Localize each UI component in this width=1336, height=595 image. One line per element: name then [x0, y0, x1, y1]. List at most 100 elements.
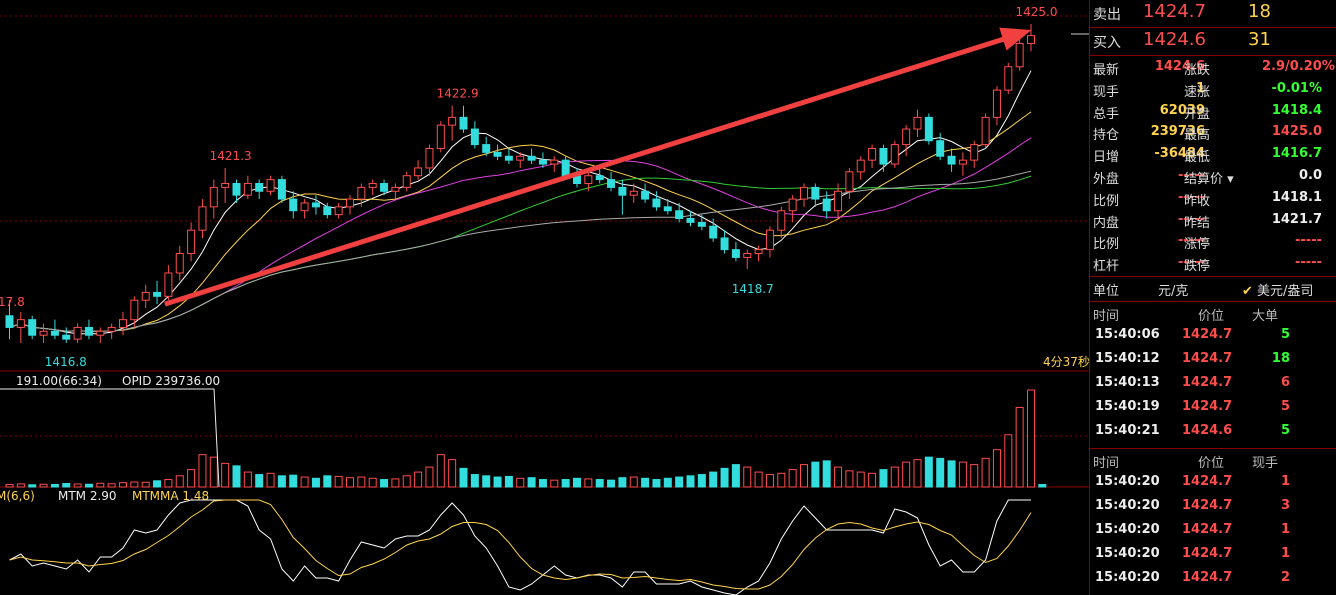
volume-bar [652, 479, 661, 488]
volume-bar [221, 462, 230, 488]
candle-body [1027, 35, 1035, 44]
quote-label: 结算价 ▾ [1184, 172, 1234, 187]
trade-qty: 1 [1280, 474, 1290, 489]
volume-bar [448, 459, 457, 488]
trade-row[interactable]: 15:40:20 1424.7 2 [1090, 567, 1336, 591]
volume-bar [391, 478, 400, 488]
quote-value: -0.01% [1271, 80, 1323, 96]
candle-body [743, 253, 752, 258]
quote-value: ----- [1178, 255, 1205, 271]
trade-price: 1424.7 [1182, 399, 1233, 414]
volume-bar [1038, 484, 1047, 488]
candle-body [141, 291, 150, 301]
volume-bar [720, 467, 729, 488]
quote-value: 1424.6 [1154, 59, 1205, 74]
volume-bar [62, 483, 71, 488]
candle-body [811, 186, 820, 200]
candle-body [538, 159, 547, 165]
trade-row[interactable]: 15:40:12 1424.7 18 [1090, 348, 1336, 372]
candle-body [992, 89, 1001, 118]
divider [1090, 448, 1336, 449]
price-annotation: 1418.7 [732, 282, 774, 296]
candle-body [595, 175, 604, 181]
candle-body [414, 167, 423, 177]
mtmma-line [9, 499, 1032, 590]
trade-time: 15:40:20 [1095, 546, 1160, 561]
volume-bar [141, 481, 150, 488]
divider [1090, 55, 1336, 56]
quote-label: 比例 [1093, 237, 1120, 253]
volume-bar [289, 474, 298, 488]
candle-body [448, 116, 457, 126]
volume-bars [0, 388, 1047, 488]
quote-label: 现手 [1093, 84, 1120, 100]
volume-bar [425, 466, 434, 488]
candle-body [323, 206, 332, 216]
quote-value: 1 [1195, 80, 1205, 96]
candle-body [209, 186, 218, 208]
candle-body [822, 198, 831, 212]
volume-bar [936, 457, 945, 488]
volume-bar [641, 477, 650, 488]
volume-bar [913, 459, 922, 488]
quote-label: 最高 [1184, 128, 1211, 144]
trade-row[interactable]: 15:40:06 1424.7 5 [1090, 324, 1336, 348]
ask-row[interactable]: 卖出 1424.7 18 [1090, 0, 1336, 27]
mtm-value-label: MTM 2.90 [58, 489, 117, 503]
divider [1090, 276, 1336, 277]
volume-bar [845, 470, 854, 488]
trade-row[interactable]: 15:40:20 1424.7 1 [1090, 543, 1336, 567]
trade-row[interactable]: 15:40:19 1424.7 5 [1090, 396, 1336, 420]
candle-body [107, 326, 116, 332]
volume-bar [300, 476, 309, 488]
trade-time: 15:40:20 [1095, 498, 1160, 513]
candle-body [652, 198, 661, 208]
quote-label: 总手 [1093, 106, 1120, 122]
quote-value: 0.0 [1298, 168, 1322, 183]
candle-body [629, 190, 638, 196]
trade-row[interactable]: 15:40:20 1424.7 1 [1090, 471, 1336, 495]
candle-body [947, 155, 956, 165]
volume-bar [119, 482, 127, 488]
currency-toggle[interactable]: ✔ 美元/盎司 [1242, 280, 1313, 299]
quote-label: 内盘 [1093, 215, 1120, 231]
bid-label: 买入 [1093, 35, 1121, 51]
trade-row[interactable]: 15:40:13 1424.7 6 [1090, 372, 1336, 396]
volume-bar [561, 479, 570, 488]
candle-body [1004, 66, 1013, 91]
candle-body [334, 206, 343, 216]
volume-bar [164, 479, 173, 488]
trade-price: 1424.6 [1182, 423, 1233, 438]
volume-bar [334, 475, 343, 488]
candle-body [50, 330, 59, 336]
trade-row[interactable]: 15:40:21 1424.6 5 [1090, 420, 1336, 444]
volume-bar [16, 483, 25, 488]
trade-qty: 5 [1280, 423, 1290, 438]
quote-value: 1425.0 [1271, 124, 1322, 140]
candle-body [527, 155, 536, 161]
chevron-down-icon[interactable]: ▾ [1223, 172, 1234, 187]
volume-bar [890, 466, 899, 488]
volume-bar [743, 466, 752, 488]
bid-price: 1424.6 [1143, 29, 1206, 50]
kline-chart[interactable]: 1416.8 1421.3 1422.9 1418.7 1425.0 17.8 191.0… [0, 0, 1089, 595]
candle-body [856, 159, 865, 173]
volume-bar [493, 476, 502, 488]
candle-body [504, 155, 513, 161]
mtm-line [9, 499, 1031, 595]
volume-bar [765, 474, 774, 488]
bid-row[interactable]: 买入 1424.6 31 [1090, 28, 1336, 55]
ma10-line [9, 111, 1032, 332]
unit-label: 单位 [1093, 284, 1120, 299]
candle-body [561, 159, 570, 177]
trade-price: 1424.7 [1182, 546, 1233, 561]
moving-average-lines [9, 70, 1032, 335]
candle-body [346, 198, 354, 208]
trade-time: 15:40:20 [1095, 522, 1160, 537]
ask-price: 1424.7 [1143, 1, 1206, 22]
volume-bar [947, 460, 956, 488]
trade-row[interactable]: 15:40:20 1424.7 3 [1090, 495, 1336, 519]
trade-row[interactable]: 15:40:20 1424.7 1 [1090, 519, 1336, 543]
volume-bar [538, 479, 547, 488]
volume-bar [527, 477, 536, 488]
